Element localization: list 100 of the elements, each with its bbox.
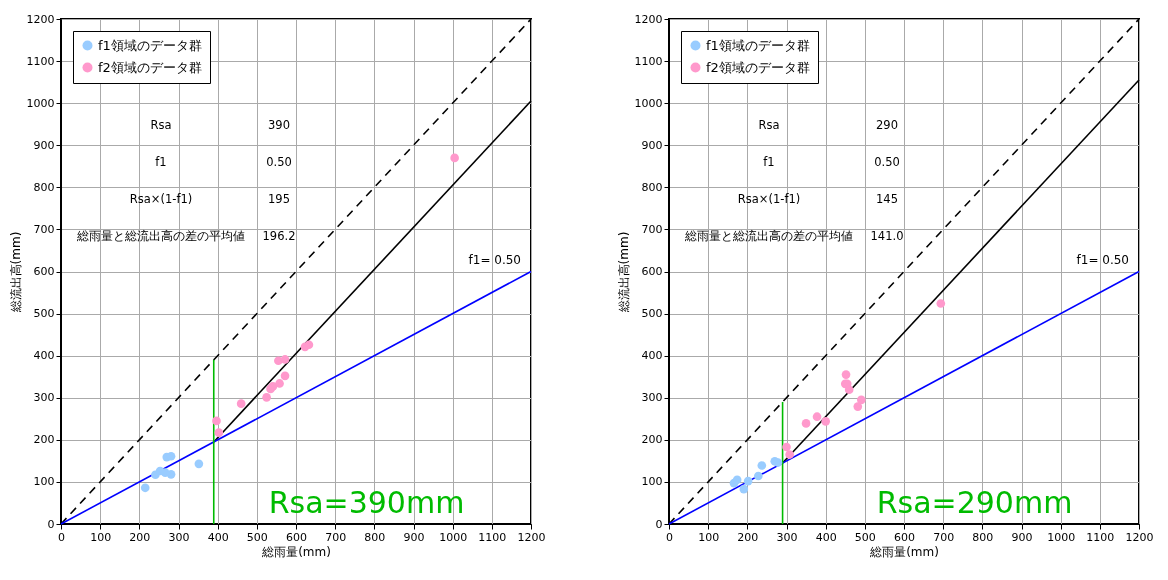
point [140,483,150,493]
x-axis-title: 総雨量(mm) [869,544,939,559]
x-tick-label: 200 [129,530,151,544]
annotation: Rsa [150,117,172,132]
x-tick-label: 400 [207,530,229,544]
x-tick-label: 1000 [1047,530,1076,544]
annotation: 290 [876,117,898,132]
x-tick-label: 1000 [439,530,468,544]
y-tick-label: 900 [641,138,663,152]
annotation: Rsa=290mm [876,485,1073,520]
point [275,379,284,388]
x-tick-label: 200 [737,530,759,544]
x-tick-label: 300 [168,530,190,544]
annotation: 総雨量と総流出高の差の平均値 [76,228,245,243]
point [214,428,224,437]
point [166,470,176,479]
x-tick-label: 900 [403,530,425,544]
x-tick-label: 500 [246,530,268,544]
y-tick-label: 400 [33,349,55,363]
point [936,299,946,308]
x-tick-label: 800 [972,530,994,544]
y-tick-label: 800 [641,180,663,194]
annotation: f1= 0.50 [1076,252,1129,267]
x-tick-label: 500 [854,530,876,544]
point [236,399,246,408]
legend-label: f1領域のデータ群 [706,37,810,53]
legend-label: f2領域のデータ群 [706,59,810,75]
y-tick-label: 700 [641,222,663,236]
x-tick-label: 100 [698,530,720,544]
annotation: f1 [763,154,775,169]
x-tick-label: 1100 [1086,530,1115,544]
annotation: 195 [268,191,290,206]
annotation: 141.0 [870,228,904,243]
x-tick-label: 700 [325,530,347,544]
x-tick-label: 1100 [478,530,507,544]
y-tick-label: 0 [655,517,663,531]
x-tick-label: 800 [364,530,386,544]
x-tick-label: 1200 [1125,530,1154,544]
annotation: 390 [268,117,290,132]
legend-label: f2領域のデータ群 [98,59,202,75]
y-axis-title: 総流出高(mm) [616,231,631,314]
annotation: f1 [155,154,167,169]
x-tick-label: 0 [666,530,673,544]
y-tick-label: 1100 [634,54,663,68]
annotation: 0.50 [266,154,292,169]
y-tick-label: 1200 [634,12,663,26]
point [782,442,791,452]
y-tick-label: 600 [641,265,663,278]
y-tick-label: 700 [33,222,55,236]
point [801,419,811,428]
annotation: Rsa×(1-f1) [737,191,801,206]
x-tick-label: 900 [1011,530,1033,544]
y-tick-label: 500 [33,307,55,321]
point [757,461,767,470]
legend-label: f1領域のデータ群 [98,37,202,53]
annotation: Rsa×(1-f1) [129,191,193,206]
annotation: 145 [876,191,898,206]
point [743,476,753,486]
point [212,416,221,426]
y-tick-label: 1200 [26,12,55,26]
annotation: 総雨量と総流出高の差の平均値 [684,228,853,243]
y-tick-label: 200 [33,433,55,447]
x-tick-label: 400 [815,530,837,544]
point [304,340,314,350]
y-axis-title: 総流出高(mm) [8,231,23,314]
x-axis-title: 総雨量(mm) [261,544,331,559]
y-tick-label: 800 [33,180,55,194]
annotation: 0.50 [874,154,900,169]
y-tick-label: 300 [641,391,663,405]
x-tick-label: 1200 [517,530,546,544]
point [812,412,822,422]
point [753,471,763,481]
y-tick-label: 1000 [26,96,55,110]
y-tick-label: 100 [641,475,663,489]
point [844,385,854,395]
point [856,395,866,405]
x-tick-label: 600 [286,530,307,544]
y-tick-label: 400 [641,349,663,363]
point [785,450,794,459]
y-tick-label: 1100 [26,54,55,68]
point [450,153,459,163]
point [262,393,271,402]
point [739,484,749,494]
y-tick-label: 300 [33,391,55,405]
x-tick-label: 700 [933,530,955,544]
point [194,459,204,469]
y-tick-label: 900 [33,138,55,152]
annotation: f1= 0.50 [468,252,521,267]
annotation: Rsa=390mm [268,485,465,520]
point [280,371,290,381]
annotation: Rsa [758,117,780,132]
point [841,370,851,379]
x-tick-label: 0 [58,530,65,544]
y-tick-label: 500 [641,307,663,321]
annotation: 196.2 [262,228,296,243]
point [821,417,830,426]
y-tick-label: 600 [33,265,55,278]
y-tick-label: 100 [33,475,55,489]
y-tick-label: 1000 [634,96,663,110]
y-tick-label: 200 [641,433,663,447]
